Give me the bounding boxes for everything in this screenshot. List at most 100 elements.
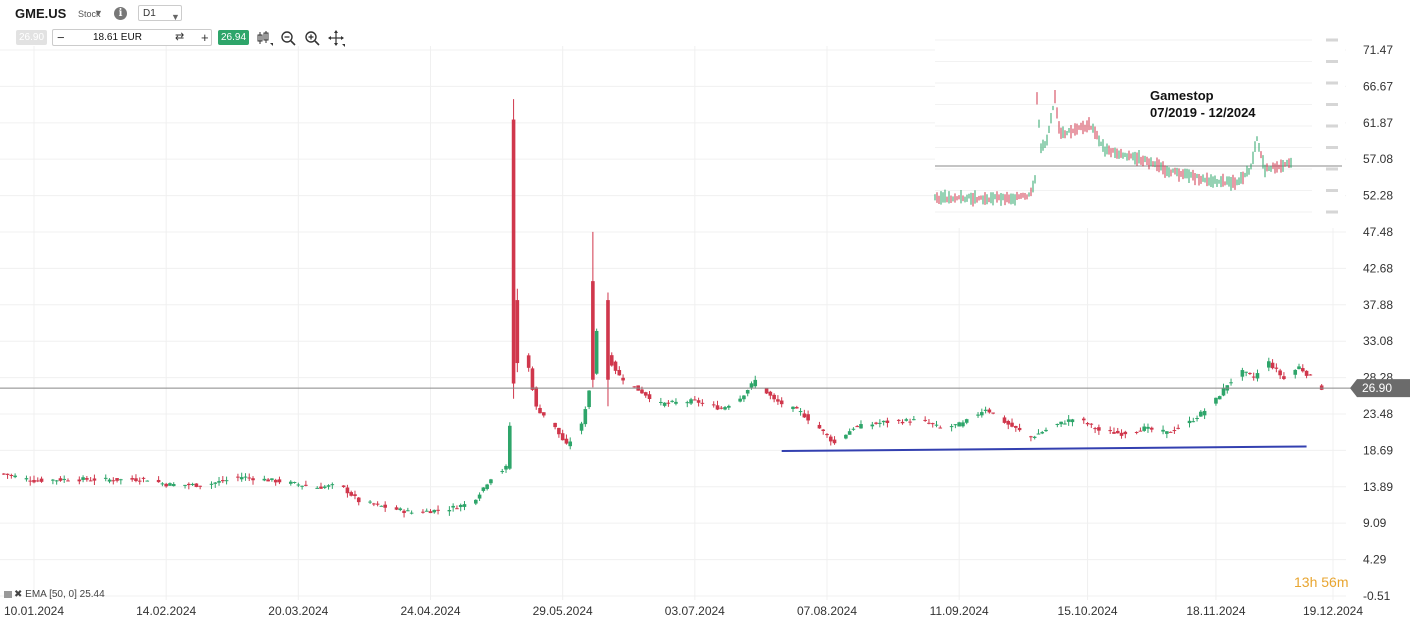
candle bbox=[213, 481, 218, 488]
candle bbox=[885, 417, 890, 428]
candle bbox=[1225, 385, 1230, 394]
zoom-out-icon[interactable] bbox=[279, 29, 297, 47]
candle bbox=[35, 477, 40, 483]
candle bbox=[103, 474, 108, 482]
candle bbox=[273, 478, 278, 486]
candle bbox=[304, 480, 308, 487]
candle bbox=[1112, 427, 1116, 434]
candle bbox=[723, 405, 727, 411]
candle bbox=[296, 482, 301, 488]
candle bbox=[1195, 415, 1199, 422]
candle bbox=[1297, 363, 1301, 370]
indicator-settings-icon[interactable] bbox=[4, 590, 12, 598]
candle bbox=[115, 478, 119, 483]
candle bbox=[164, 482, 168, 488]
candle bbox=[817, 421, 822, 429]
inset-title-line2: 07/2019 - 12/2024 bbox=[1150, 105, 1256, 120]
candle bbox=[243, 473, 248, 481]
chevron-down-icon[interactable]: ▼ bbox=[94, 8, 103, 18]
candle-type-icon[interactable] bbox=[256, 29, 274, 47]
support-line[interactable] bbox=[781, 445, 1307, 453]
candle bbox=[1217, 395, 1222, 400]
candle bbox=[606, 292, 610, 407]
candle bbox=[194, 483, 199, 488]
candle bbox=[330, 482, 335, 489]
close-icon[interactable]: ✖ bbox=[14, 589, 23, 600]
candle bbox=[738, 395, 742, 403]
candle bbox=[119, 478, 123, 485]
candle bbox=[515, 288, 520, 373]
buy-button[interactable]: 26.94 bbox=[218, 30, 249, 45]
candle bbox=[591, 231, 595, 388]
decrease-volume-button[interactable]: − bbox=[57, 30, 65, 45]
candle bbox=[1044, 427, 1048, 432]
volume-stepper[interactable]: − 18.61 EUR ⇄ + bbox=[52, 29, 212, 46]
candle bbox=[613, 360, 618, 375]
candle bbox=[1063, 420, 1067, 425]
info-icon[interactable]: i bbox=[114, 7, 127, 20]
candle bbox=[964, 418, 969, 425]
candle bbox=[88, 477, 93, 482]
candle bbox=[477, 492, 482, 501]
candle bbox=[553, 422, 557, 430]
candle bbox=[81, 475, 85, 483]
x-tick-label: 10.01.2024 bbox=[4, 604, 64, 618]
candle bbox=[719, 405, 724, 410]
increase-volume-button[interactable]: + bbox=[201, 30, 209, 45]
candle bbox=[772, 393, 776, 403]
candle bbox=[107, 478, 112, 484]
candle bbox=[5, 473, 10, 479]
candle bbox=[436, 505, 440, 515]
candle bbox=[583, 406, 588, 427]
candle bbox=[13, 473, 17, 479]
candle bbox=[462, 501, 467, 511]
candle bbox=[983, 406, 988, 414]
candle bbox=[319, 482, 323, 489]
sell-button[interactable]: 26.90 bbox=[16, 30, 47, 45]
candle bbox=[349, 490, 353, 497]
candle bbox=[409, 510, 414, 515]
candle bbox=[855, 425, 860, 428]
candle bbox=[980, 408, 984, 418]
candle bbox=[666, 400, 671, 407]
candle bbox=[62, 475, 67, 483]
candle bbox=[938, 425, 943, 429]
candle bbox=[315, 486, 320, 489]
x-tick-label: 24.04.2024 bbox=[400, 604, 460, 618]
candle bbox=[1229, 378, 1233, 386]
candle bbox=[66, 478, 70, 482]
timeframe-select[interactable]: D1 ▼ bbox=[138, 5, 182, 22]
candle bbox=[1255, 369, 1260, 382]
candle bbox=[689, 397, 693, 405]
volume-value[interactable]: 18.61 EUR bbox=[93, 32, 142, 43]
candle bbox=[621, 374, 625, 385]
y-tick-label: 47.48 bbox=[1363, 225, 1393, 239]
symbol-name[interactable]: GME.US bbox=[15, 6, 67, 21]
indicator-legend[interactable]: ✖ EMA [50, 0] 25.44 bbox=[4, 589, 105, 600]
candle bbox=[77, 476, 82, 485]
candle bbox=[1308, 373, 1313, 376]
candle bbox=[526, 353, 531, 372]
candle bbox=[1149, 426, 1154, 433]
move-icon[interactable] bbox=[327, 29, 345, 47]
y-tick-label: 9.09 bbox=[1363, 516, 1387, 530]
candle bbox=[300, 485, 304, 490]
candle bbox=[930, 422, 935, 428]
candle bbox=[1014, 425, 1018, 432]
candle bbox=[1176, 424, 1180, 430]
y-tick-label: -0.51 bbox=[1363, 589, 1391, 603]
candle bbox=[217, 476, 221, 486]
candle bbox=[802, 409, 807, 418]
candle bbox=[764, 388, 769, 395]
candle bbox=[1115, 427, 1120, 434]
zoom-in-icon[interactable] bbox=[303, 29, 321, 47]
candle bbox=[825, 433, 829, 438]
swap-icon[interactable]: ⇄ bbox=[175, 31, 185, 43]
candle bbox=[262, 475, 267, 482]
candle bbox=[851, 427, 856, 431]
candle bbox=[85, 476, 89, 482]
current-price-label: 26.90 bbox=[1362, 381, 1392, 395]
candle bbox=[896, 419, 901, 424]
candle bbox=[341, 485, 346, 488]
